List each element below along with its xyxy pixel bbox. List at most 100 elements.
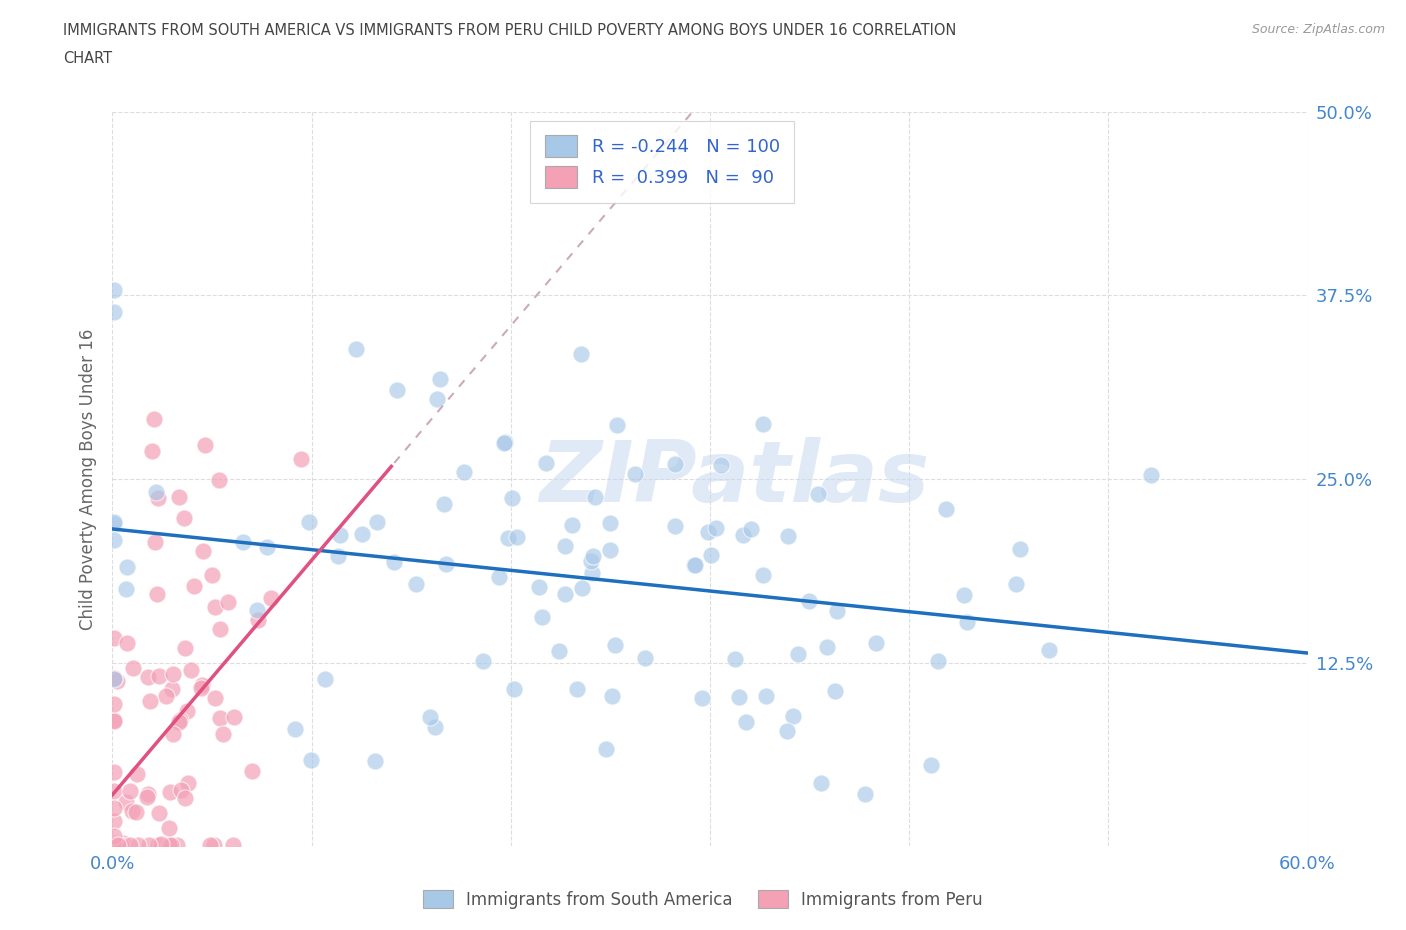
Point — [581, 565, 603, 580]
Point — [104, 837, 127, 852]
Point — [956, 615, 979, 630]
Text: IMMIGRANTS FROM SOUTH AMERICA VS IMMIGRANTS FROM PERU CHILD POVERTY AMONG BOYS U: IMMIGRANTS FROM SOUTH AMERICA VS IMMIGRA… — [63, 23, 956, 38]
Point — [103, 304, 125, 319]
Point — [127, 837, 149, 852]
Point — [865, 636, 887, 651]
Point — [815, 640, 838, 655]
Point — [190, 681, 212, 696]
Point — [103, 697, 125, 711]
Point — [583, 490, 606, 505]
Point — [935, 501, 957, 516]
Point — [194, 438, 217, 453]
Y-axis label: Child Poverty Among Boys Under 16: Child Poverty Among Boys Under 16 — [79, 328, 97, 630]
Point — [204, 600, 226, 615]
Point — [121, 804, 143, 818]
Legend: Immigrants from South America, Immigrants from Peru: Immigrants from South America, Immigrant… — [415, 882, 991, 917]
Point — [183, 578, 205, 593]
Point — [606, 418, 628, 432]
Point — [782, 709, 804, 724]
Point — [797, 594, 820, 609]
Point — [733, 528, 755, 543]
Point — [502, 682, 524, 697]
Point — [217, 594, 239, 609]
Point — [201, 568, 224, 583]
Point — [382, 555, 405, 570]
Point — [222, 837, 245, 852]
Point — [810, 776, 832, 790]
Point — [778, 529, 800, 544]
Point — [952, 588, 974, 603]
Point — [599, 516, 621, 531]
Point — [433, 497, 456, 512]
Point — [595, 741, 617, 756]
Point — [107, 837, 129, 852]
Point — [204, 690, 226, 705]
Point — [148, 837, 170, 852]
Point — [554, 587, 576, 602]
Text: ZIPatlas: ZIPatlas — [538, 437, 929, 521]
Point — [429, 372, 451, 387]
Point — [173, 511, 195, 525]
Point — [571, 580, 593, 595]
Point — [180, 663, 202, 678]
Point — [103, 713, 125, 728]
Point — [569, 346, 592, 361]
Point — [103, 764, 125, 779]
Point — [581, 553, 603, 568]
Point — [103, 837, 125, 852]
Point — [256, 539, 278, 554]
Point — [159, 785, 181, 800]
Point — [145, 587, 167, 602]
Point — [740, 522, 762, 537]
Point — [506, 530, 529, 545]
Point — [103, 837, 125, 852]
Point — [326, 549, 349, 564]
Point — [145, 485, 167, 499]
Point — [853, 787, 876, 802]
Point — [174, 641, 197, 656]
Point — [752, 567, 775, 582]
Point — [534, 456, 557, 471]
Point — [700, 547, 723, 562]
Point — [118, 784, 141, 799]
Point — [496, 531, 519, 546]
Point — [567, 682, 589, 697]
Point — [143, 535, 166, 550]
Point — [138, 837, 160, 852]
Point — [103, 283, 125, 298]
Point — [724, 652, 747, 667]
Point — [488, 569, 510, 584]
Point — [110, 837, 132, 852]
Point — [692, 690, 714, 705]
Point — [155, 688, 177, 703]
Point — [704, 521, 727, 536]
Point — [112, 836, 135, 851]
Point — [1038, 643, 1060, 658]
Point — [177, 776, 200, 790]
Point — [260, 591, 283, 605]
Point — [148, 669, 170, 684]
Point — [167, 490, 190, 505]
Point — [329, 528, 352, 543]
Point — [157, 837, 180, 852]
Point — [825, 604, 848, 618]
Point — [709, 458, 731, 472]
Point — [548, 644, 571, 658]
Point — [624, 466, 647, 481]
Point — [927, 653, 949, 668]
Point — [531, 609, 554, 624]
Point — [103, 671, 125, 685]
Point — [224, 710, 246, 724]
Point — [176, 704, 198, 719]
Point — [103, 837, 125, 852]
Point — [824, 684, 846, 698]
Point — [191, 678, 214, 693]
Point — [682, 558, 704, 573]
Point — [103, 837, 125, 852]
Point — [117, 635, 139, 650]
Point — [1010, 541, 1032, 556]
Text: CHART: CHART — [63, 51, 112, 66]
Point — [143, 411, 166, 426]
Point — [160, 837, 183, 852]
Point — [554, 539, 576, 554]
